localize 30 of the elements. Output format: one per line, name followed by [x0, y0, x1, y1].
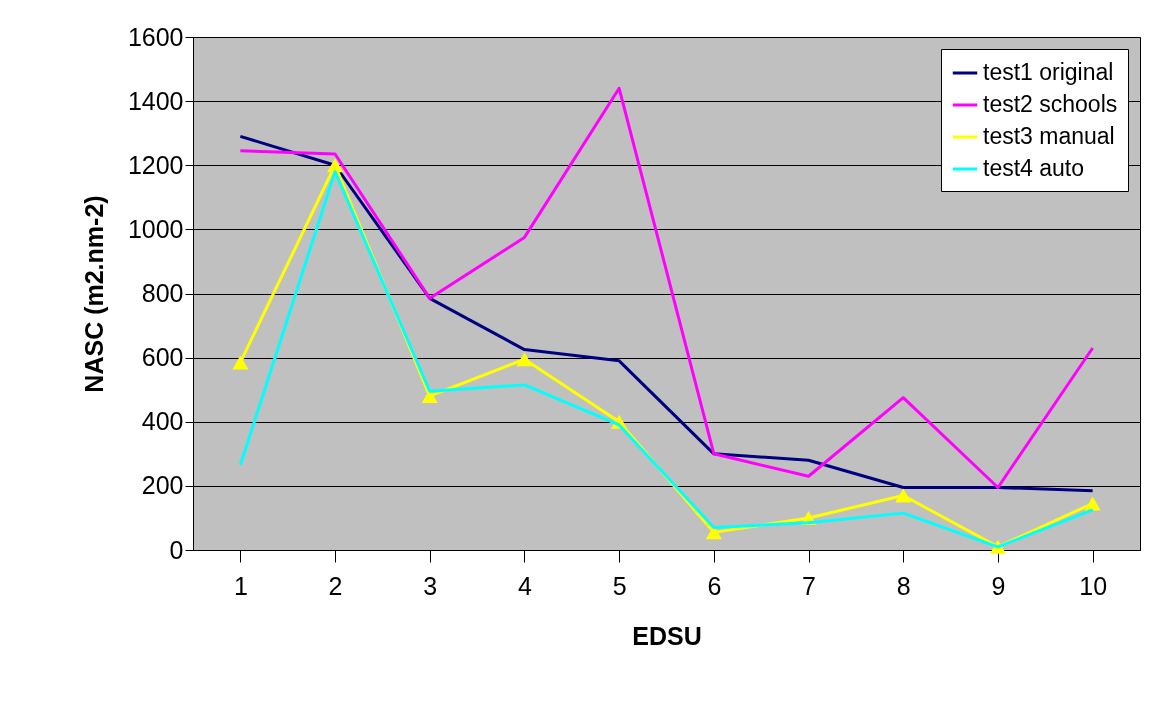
- point: [326, 158, 344, 173]
- x-tick-label: 1: [233, 571, 248, 600]
- y-tick-label: 1000: [127, 214, 184, 243]
- x-tick-label: 10: [1079, 571, 1108, 600]
- x-tick-label: 6: [707, 571, 722, 600]
- point: [232, 355, 249, 370]
- y-tick-label: 1600: [127, 22, 184, 51]
- y-tick-label: 1400: [127, 86, 184, 115]
- y-tick-label: 1200: [127, 150, 184, 179]
- x-axis-title: EDSU: [632, 621, 702, 650]
- legend-label: test1 original: [983, 59, 1114, 85]
- y-tick-label: 200: [141, 471, 184, 500]
- x-tick-label: 9: [991, 571, 1006, 600]
- y-tick-label: 600: [141, 343, 184, 372]
- point: [895, 488, 912, 503]
- y-tick-label: 0: [169, 535, 184, 564]
- legend-label: test2 schools: [983, 91, 1118, 117]
- point: [516, 352, 533, 367]
- y-tick-label: 800: [141, 279, 184, 307]
- legend-label: test3 manual: [983, 123, 1115, 149]
- legend-label: test4 auto: [983, 155, 1085, 181]
- x-tick-label: 5: [612, 571, 627, 600]
- point: [1084, 496, 1101, 511]
- y-axis-title: NASC (m2.nm-2): [79, 195, 108, 393]
- x-tick-label: 8: [896, 571, 911, 600]
- x-tick-label: 3: [423, 571, 438, 600]
- x-tick-label: 2: [328, 571, 343, 600]
- x-tick-label: 4: [518, 571, 532, 600]
- x-tick-label: 7: [802, 571, 816, 600]
- y-tick-label: 400: [141, 407, 184, 436]
